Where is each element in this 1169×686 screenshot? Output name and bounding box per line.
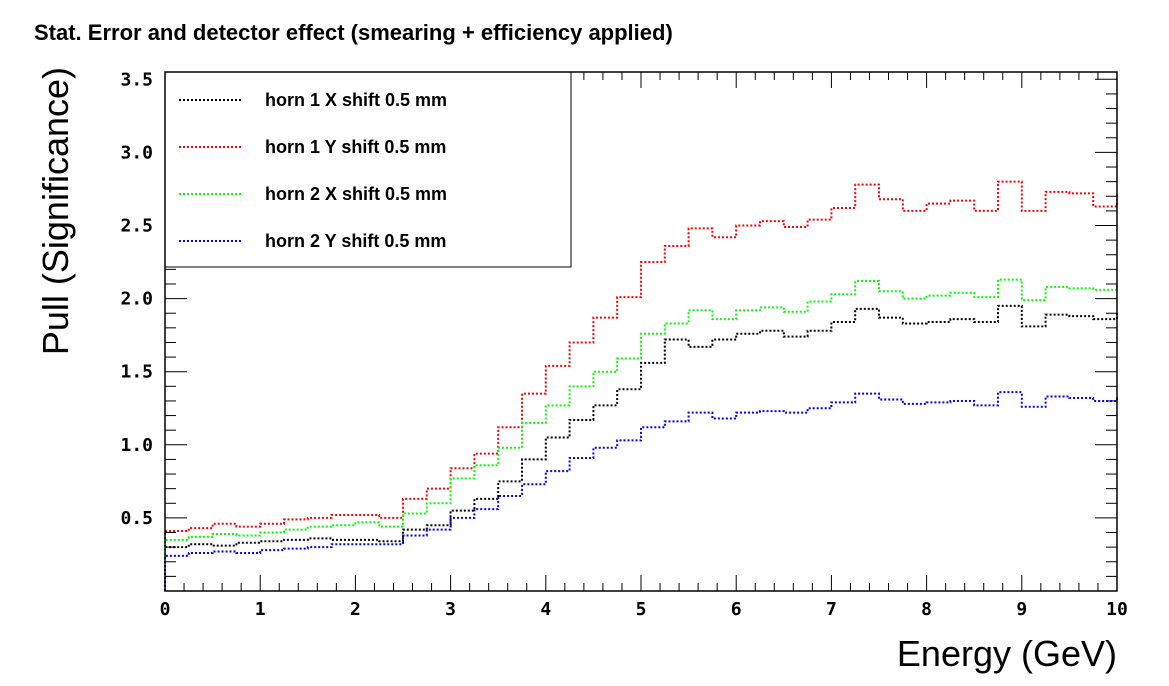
- series-line-1: [164, 304, 1118, 591]
- x-tick-label: 8: [921, 599, 932, 620]
- x-tick-label: 0: [160, 599, 171, 620]
- legend-box: [164, 71, 572, 268]
- x-tick-label: 4: [540, 599, 551, 620]
- legend-label: horn 1 X shift 0.5 mm: [265, 90, 447, 110]
- x-tick-label: 5: [636, 599, 647, 620]
- x-tick-label: 1: [255, 599, 266, 620]
- legend-label: horn 1 Y shift 0.5 mm: [265, 137, 446, 157]
- legend-label: horn 2 X shift 0.5 mm: [265, 184, 447, 204]
- y-tick-label: 1.0: [120, 435, 153, 456]
- legend-label: horn 2 Y shift 0.5 mm: [265, 231, 446, 251]
- x-tick-label: 7: [826, 599, 837, 620]
- series-line-2: [164, 180, 1118, 591]
- y-tick-label: 1.5: [120, 362, 153, 383]
- x-tick-label: 2: [350, 599, 361, 620]
- series-layer: [164, 180, 1118, 591]
- series-line-3: [164, 278, 1118, 591]
- y-tick-label: 2.5: [120, 216, 153, 237]
- x-axis-title: Energy (GeV): [897, 633, 1117, 674]
- tick-labels-layer: 0 1 2 3 4 5 6 7 8 9 10 0.5 1.0 1.5 2.0 2.5 3.0 3.5: [120, 69, 1127, 620]
- plot-frame: [164, 71, 1118, 592]
- x-tick-label: 3: [445, 599, 456, 620]
- series-line-4: [164, 391, 1118, 591]
- y-axis-title: Pull (Significance): [35, 67, 76, 355]
- x-tick-label: 9: [1016, 599, 1027, 620]
- x-tick-label: 6: [731, 599, 742, 620]
- y-tick-label: 0.5: [120, 508, 153, 529]
- y-tick-label: 3.5: [120, 69, 153, 90]
- plot-frame-border: [164, 71, 1118, 592]
- legend: horn 1 X shift 0.5 mm horn 1 Y shift 0.5 …: [164, 71, 572, 268]
- y-tick-label: 2.0: [120, 289, 153, 310]
- chart-title: Stat. Error and detector effect (smearin…: [34, 20, 673, 45]
- x-tick-label: 10: [1106, 599, 1128, 620]
- y-tick-label: 3.0: [120, 142, 153, 163]
